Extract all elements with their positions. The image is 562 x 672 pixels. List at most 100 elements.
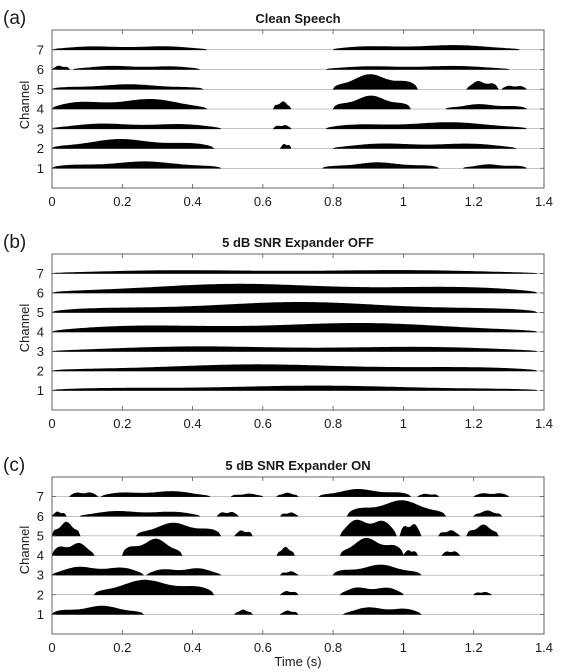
channel-5-segment <box>500 85 527 90</box>
channel-3-segment <box>325 122 527 130</box>
channel-4-segment <box>445 104 528 110</box>
channel-3-segment <box>279 571 299 576</box>
channel-5-segment <box>438 530 461 537</box>
x-tick-label: 0.2 <box>113 416 131 431</box>
y-tick-label: 1 <box>37 607 44 622</box>
x-tick-label: 1.2 <box>465 194 483 209</box>
y-tick-label: 3 <box>37 568 44 583</box>
y-tick-label: 6 <box>37 286 44 301</box>
channel-7-segment <box>51 270 538 274</box>
channel-4-segment <box>332 95 412 110</box>
x-tick-label: 0.2 <box>113 194 131 209</box>
channel-1-segment <box>322 162 439 169</box>
channel-5-segment <box>51 302 538 313</box>
y-tick-label: 5 <box>37 82 44 97</box>
channel-7-segment <box>101 491 211 497</box>
channel-6-segment <box>51 283 538 294</box>
panel-c: (c) 5 dB SNR Expander ON Channel 0 0.2 0.4… <box>3 455 553 669</box>
channel-3-segment <box>51 123 221 130</box>
y-tick-label: 5 <box>37 528 44 543</box>
xlabel-c: Time (s) <box>274 654 321 669</box>
ylabel-c: Channel <box>17 526 32 575</box>
channel-2-segment <box>333 143 516 149</box>
x-tick-label: 0.8 <box>324 416 342 431</box>
x-tick-label: 1 <box>400 640 407 655</box>
y-tick-label: 5 <box>37 305 44 320</box>
plot-area-b: 0 0.2 0.4 0.6 0.8 1 1.2 1.4 1 2 3 4 5 6 7 <box>37 253 553 431</box>
y-tick-label: 4 <box>37 548 44 563</box>
channel-7-segment <box>333 45 520 51</box>
channel-7-segment <box>51 46 207 51</box>
x-tick-label: 1.4 <box>535 194 553 209</box>
channel-6-segment <box>73 65 200 70</box>
x-tick-label: 0.8 <box>324 640 342 655</box>
channel-1-segment <box>342 607 422 615</box>
x-tick-label: 0.2 <box>113 640 131 655</box>
panel-b: (b) 5 dB SNR Expander OFF Channel 0 0.2 0.… <box>3 232 553 431</box>
panel-title-b: 5 dB SNR Expander OFF <box>222 235 374 250</box>
channel-7-segment <box>318 489 412 497</box>
channel-5-segment <box>51 84 204 90</box>
channel-3-segment <box>272 125 292 130</box>
channel-6-segment <box>472 510 503 517</box>
panel-label-b: (b) <box>3 232 26 253</box>
panel-label-a: (a) <box>3 8 26 29</box>
channel-2-segment <box>50 139 215 149</box>
x-tick-label: 0.8 <box>324 194 342 209</box>
panel-title-a: Clean Speech <box>255 11 340 26</box>
channel-2-segment <box>339 587 404 596</box>
channel-6-segment <box>51 511 67 517</box>
ylabel-b: Channel <box>17 304 32 353</box>
x-tick-label: 1.4 <box>535 640 553 655</box>
channel-6-segment <box>279 512 299 517</box>
channel-7-segment <box>68 492 99 497</box>
channel-2-segment <box>279 591 299 596</box>
x-tick-label: 0.6 <box>254 416 272 431</box>
channel-6-segment <box>79 511 200 517</box>
channel-1-segment <box>279 610 299 615</box>
channel-4-segment <box>121 538 183 556</box>
x-tick-label: 0 <box>48 640 55 655</box>
channel-3-segment <box>146 568 222 576</box>
channel-4-segment <box>51 542 95 556</box>
channel-7-segment <box>275 492 299 497</box>
x-tick-label: 0.4 <box>184 416 202 431</box>
channel-7-segment <box>473 493 510 497</box>
channel-3-segment <box>332 564 422 576</box>
x-tick-label: 1.4 <box>535 416 553 431</box>
y-tick-label: 2 <box>37 141 44 156</box>
channel-6-segment <box>216 511 239 517</box>
channel-2-segment <box>279 144 292 149</box>
channel-5-segment <box>332 74 418 90</box>
channel-7-segment <box>231 493 263 497</box>
plot-area-c: 0 0.2 0.4 0.6 0.8 1 1.2 1.4 1 2 3 4 5 6 7 <box>37 476 553 655</box>
plot-area-a: 0 0.2 0.4 0.6 0.8 1 1.2 1.4 1 2 3 4 5 6 7 <box>37 29 553 209</box>
channel-1-segment <box>233 609 253 615</box>
x-tick-label: 0.4 <box>184 640 202 655</box>
y-tick-label: 2 <box>37 587 44 602</box>
channel-5-segment <box>339 519 397 537</box>
channel-4-segment <box>51 323 538 333</box>
channel-5-segment <box>466 80 499 90</box>
channel-5-segment <box>135 522 222 537</box>
y-tick-label: 6 <box>37 62 44 77</box>
y-tick-label: 3 <box>37 121 44 136</box>
channel-5-segment <box>51 521 81 537</box>
x-tick-label: 0.4 <box>184 194 202 209</box>
channel-2-segment <box>472 592 492 596</box>
channel-6-segment <box>326 65 509 70</box>
channel-6-segment <box>51 65 71 70</box>
x-tick-label: 1 <box>400 194 407 209</box>
channel-2-segment <box>93 579 214 596</box>
channel-1-segment <box>51 385 538 391</box>
y-tick-label: 7 <box>37 266 44 281</box>
channel-5-segment <box>234 530 253 537</box>
channel-4-segment <box>276 546 295 556</box>
y-tick-label: 4 <box>37 325 44 340</box>
channel-1-segment <box>463 164 527 169</box>
panel-title-c: 5 dB SNR Expander ON <box>225 458 370 473</box>
y-tick-label: 1 <box>37 161 44 176</box>
x-tick-label: 0.6 <box>254 194 272 209</box>
channel-4-segment <box>402 550 418 556</box>
x-tick-label: 1.2 <box>465 416 483 431</box>
